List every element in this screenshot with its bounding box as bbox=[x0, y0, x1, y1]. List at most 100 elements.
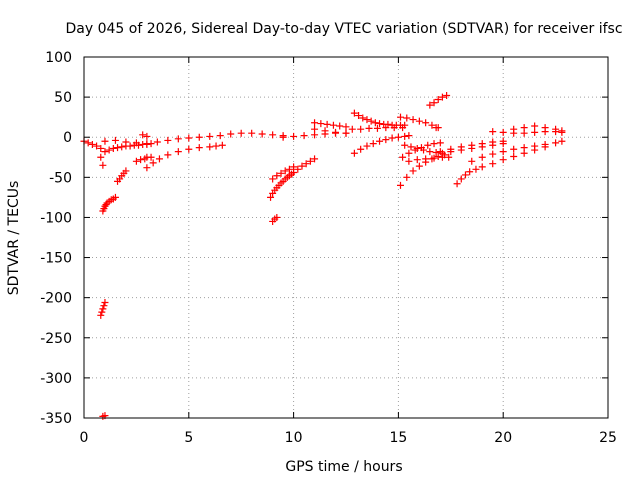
data-point bbox=[195, 133, 203, 141]
data-point bbox=[396, 113, 404, 121]
series-sat-z bbox=[426, 92, 451, 109]
data-point bbox=[438, 153, 446, 161]
data-point bbox=[102, 201, 110, 209]
data-point bbox=[541, 124, 549, 132]
data-points bbox=[80, 92, 566, 420]
series-sat-ac bbox=[453, 143, 549, 188]
data-point bbox=[100, 302, 108, 310]
data-point bbox=[206, 132, 214, 140]
series-sat-i bbox=[132, 153, 155, 165]
data-point bbox=[447, 148, 455, 156]
data-point bbox=[489, 128, 497, 136]
series-sat-c bbox=[97, 298, 109, 319]
chart-title: Day 045 of 2026, Sidereal Day-to-day VTE… bbox=[65, 21, 622, 37]
data-point bbox=[430, 140, 438, 148]
data-point bbox=[359, 114, 367, 122]
data-point bbox=[101, 148, 109, 156]
data-point bbox=[445, 153, 453, 161]
data-point bbox=[149, 159, 157, 167]
data-point bbox=[99, 305, 107, 313]
data-point bbox=[281, 167, 289, 175]
data-point bbox=[432, 148, 440, 156]
data-point bbox=[531, 128, 539, 136]
data-point bbox=[109, 144, 117, 152]
series-sat-p bbox=[311, 119, 350, 131]
data-point bbox=[407, 143, 415, 151]
series-sat-s bbox=[348, 124, 407, 133]
series-sat-f bbox=[101, 129, 287, 148]
series-sat-ae bbox=[468, 137, 566, 165]
data-point bbox=[399, 124, 407, 132]
data-point bbox=[111, 193, 119, 201]
data-point bbox=[367, 117, 375, 125]
grid-lines bbox=[84, 57, 608, 418]
data-point bbox=[174, 135, 182, 143]
series-sat-q bbox=[311, 125, 350, 137]
data-point bbox=[430, 154, 438, 162]
data-point bbox=[185, 145, 193, 153]
data-point bbox=[273, 213, 281, 221]
data-point bbox=[279, 133, 287, 141]
data-point bbox=[342, 123, 350, 131]
data-point bbox=[403, 173, 411, 181]
data-point bbox=[290, 132, 298, 140]
data-point bbox=[424, 141, 432, 149]
data-point bbox=[164, 151, 172, 159]
data-point bbox=[88, 140, 96, 148]
data-point bbox=[457, 146, 465, 154]
data-point bbox=[382, 124, 390, 132]
data-point bbox=[541, 140, 549, 148]
y-tick-label: 50 bbox=[54, 90, 72, 106]
data-point bbox=[422, 155, 430, 163]
data-point bbox=[206, 143, 214, 151]
data-point bbox=[531, 122, 539, 130]
data-point bbox=[122, 167, 130, 175]
data-point bbox=[267, 193, 275, 201]
y-tick-label: -300 bbox=[40, 371, 72, 387]
data-point bbox=[321, 127, 329, 135]
data-point bbox=[558, 127, 566, 135]
data-point bbox=[399, 153, 407, 161]
data-point bbox=[302, 160, 310, 168]
data-point bbox=[405, 132, 413, 140]
data-point bbox=[436, 139, 444, 147]
x-tick-label: 20 bbox=[494, 430, 512, 446]
data-point bbox=[457, 175, 465, 183]
data-point bbox=[430, 99, 438, 107]
series-sat-g bbox=[101, 140, 155, 156]
data-point bbox=[185, 134, 193, 142]
data-point bbox=[98, 308, 106, 316]
data-point bbox=[552, 139, 560, 147]
data-point bbox=[382, 136, 390, 144]
y-tick-label: -50 bbox=[49, 170, 72, 186]
data-point bbox=[401, 132, 409, 140]
series-sat-aa bbox=[432, 124, 440, 132]
data-point bbox=[348, 125, 356, 133]
data-point bbox=[311, 155, 319, 163]
series-sat-t bbox=[350, 132, 413, 157]
y-tick-label: -100 bbox=[40, 210, 72, 226]
data-point bbox=[132, 157, 140, 165]
data-point bbox=[510, 145, 518, 153]
data-point bbox=[363, 142, 371, 150]
data-point bbox=[97, 144, 105, 152]
data-point bbox=[426, 148, 434, 156]
plot-frame bbox=[83, 56, 609, 419]
data-point bbox=[413, 144, 421, 152]
data-point bbox=[461, 171, 469, 179]
data-point bbox=[174, 148, 182, 156]
data-point bbox=[499, 128, 507, 136]
data-point bbox=[101, 137, 109, 145]
series-sat-k bbox=[139, 131, 151, 140]
data-point bbox=[350, 149, 358, 157]
data-point bbox=[443, 92, 451, 100]
data-point bbox=[332, 128, 340, 136]
data-point bbox=[336, 122, 344, 130]
data-point bbox=[415, 117, 423, 125]
data-point bbox=[394, 133, 402, 141]
data-point bbox=[388, 134, 396, 142]
data-point bbox=[403, 114, 411, 122]
y-tick-label: 100 bbox=[45, 50, 72, 66]
data-point bbox=[306, 157, 314, 165]
data-point bbox=[499, 140, 507, 148]
